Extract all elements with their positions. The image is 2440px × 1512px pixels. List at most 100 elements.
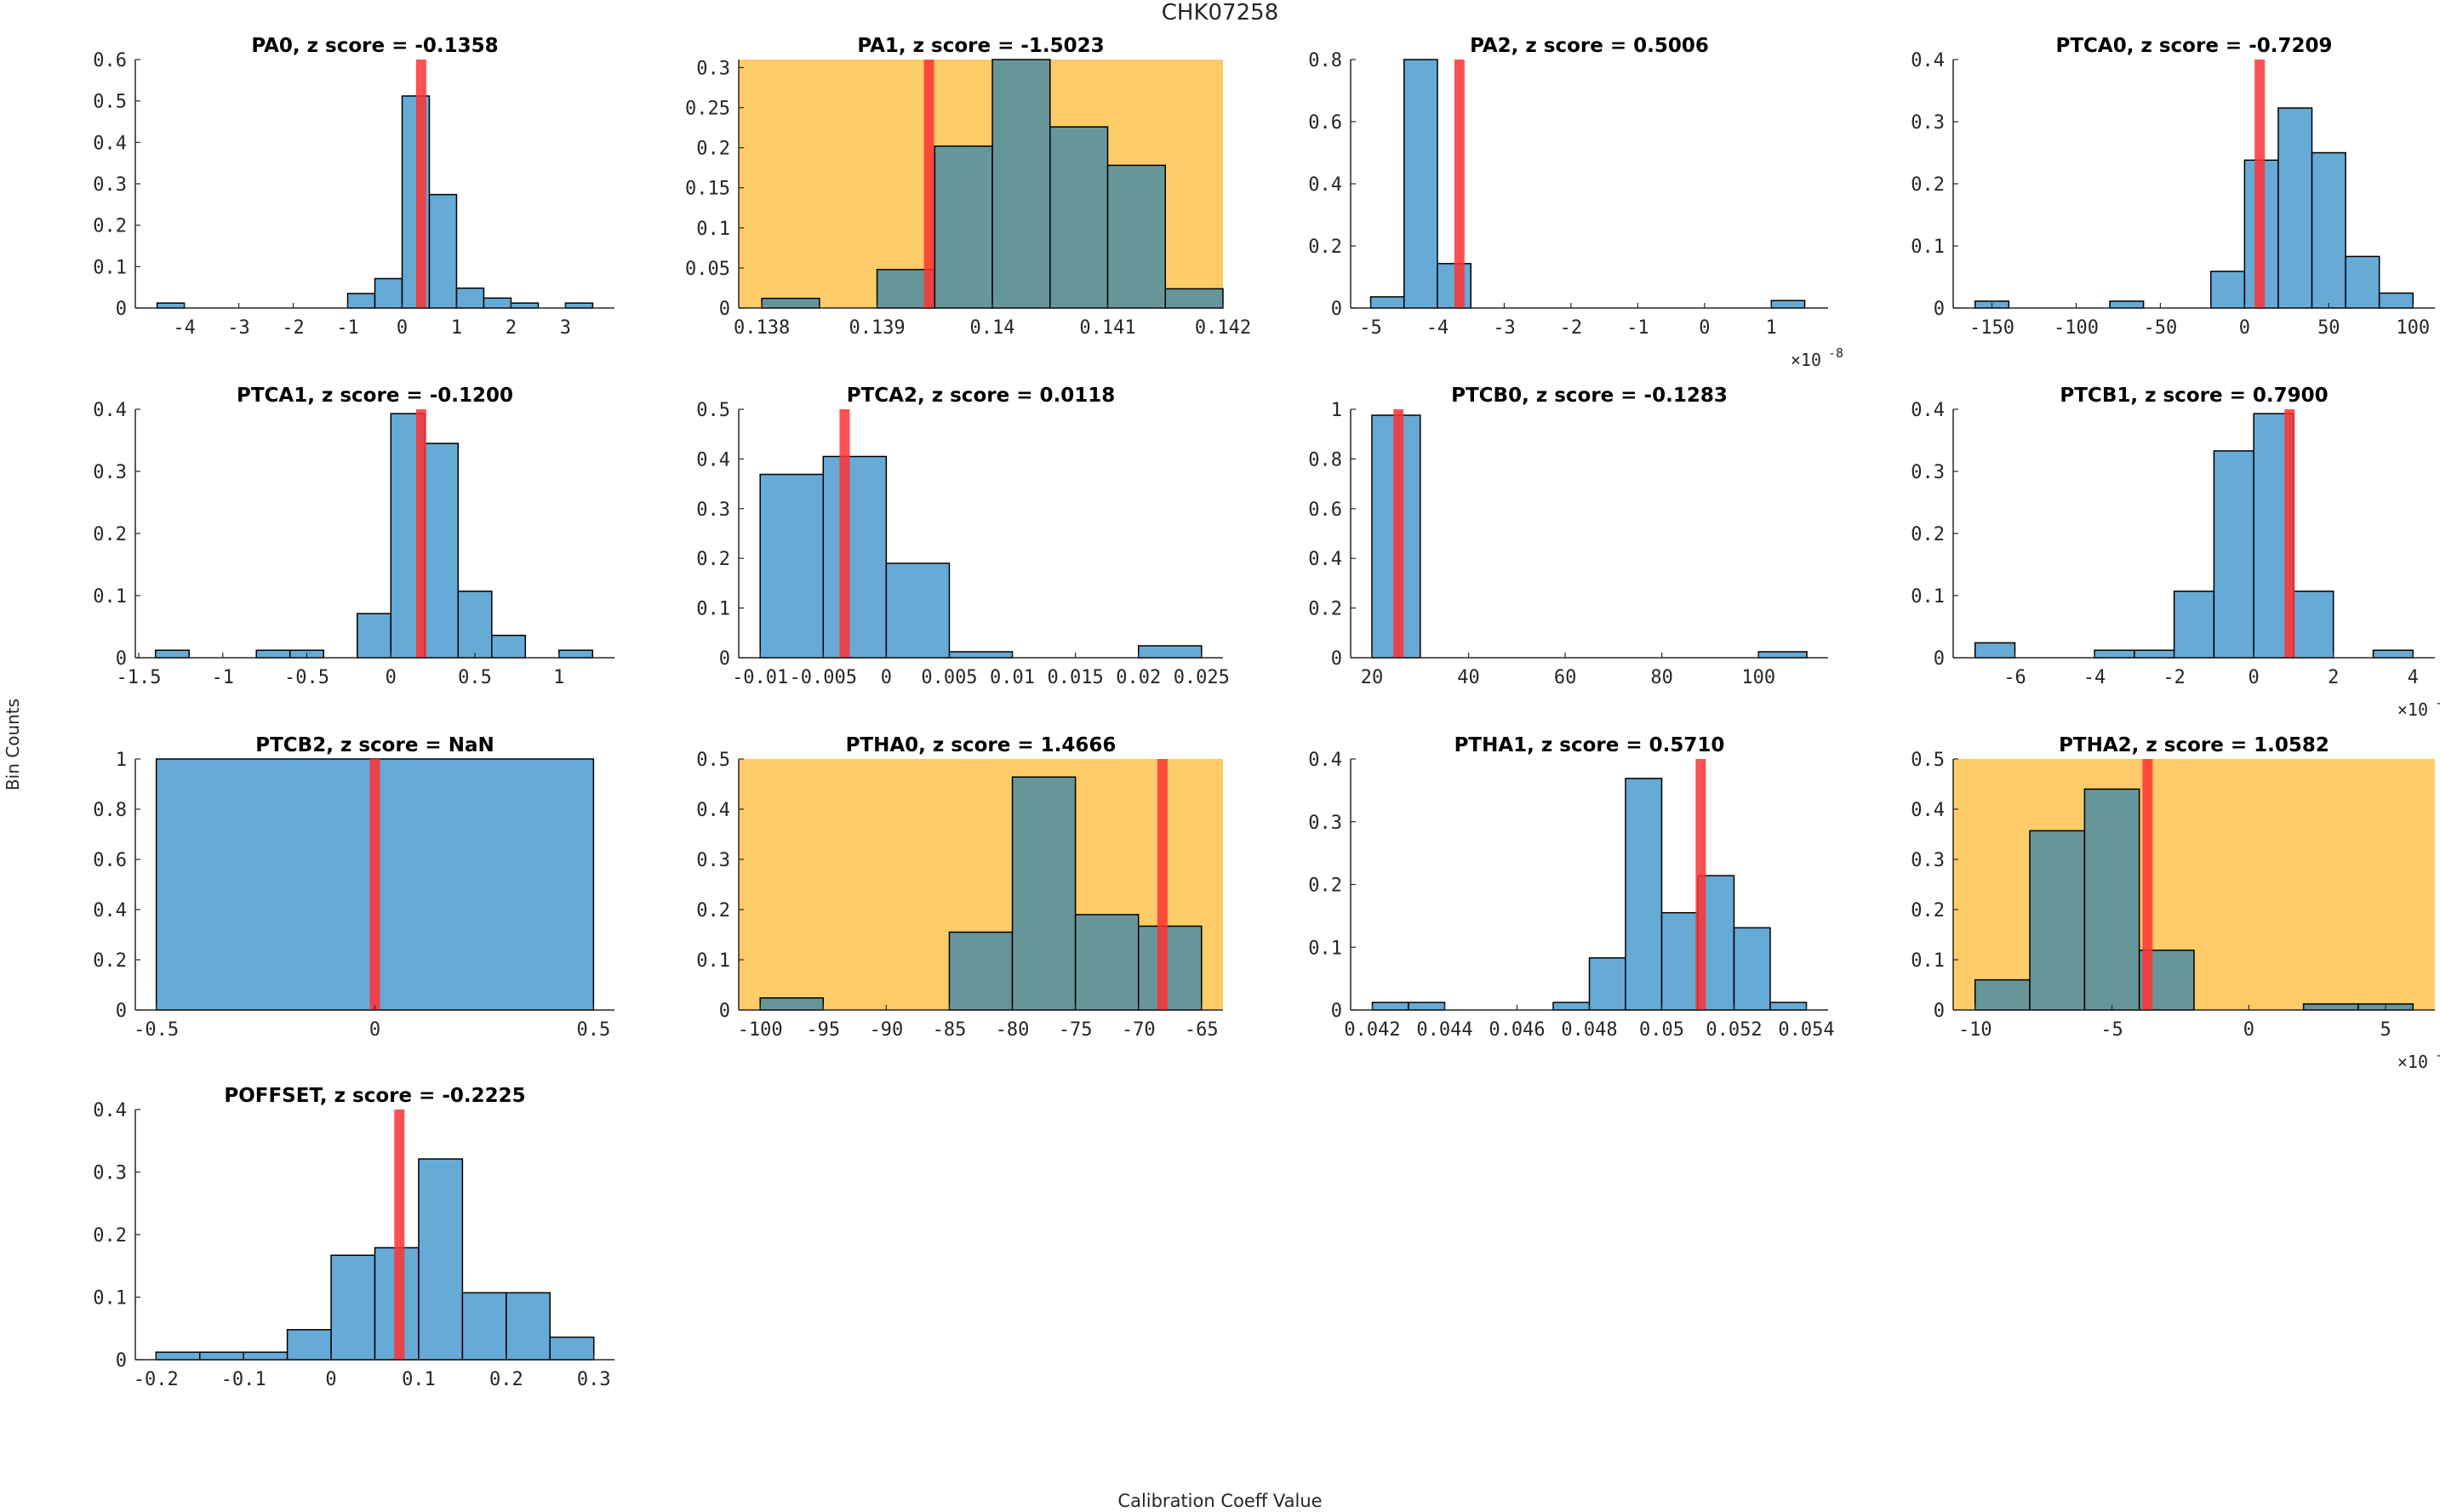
x-axis-label: Calibration Coeff Value [1117, 1491, 1323, 1511]
y-tick-label: 0.1 [696, 599, 730, 620]
x-tick-label: -1.5 [116, 667, 161, 688]
value-marker-line [1393, 409, 1404, 658]
subplot-pa0: 0 0.1 0.2 0.3 0.4 0.5 0.6 -4 -3 -2 -1 0 1 2 3 PA0, z sc… [93, 35, 614, 339]
subplot-title: PTHA2, z score = 1.0582 [2059, 734, 2329, 756]
x-tick-label: -0.2 [134, 1369, 179, 1390]
histogram-bar [948, 651, 1014, 659]
x-tick-label: 0.054 [1778, 1019, 1834, 1041]
histogram-bar [491, 634, 527, 659]
y-tick-label: 0.8 [93, 800, 127, 821]
y-tick-label: 0.1 [696, 219, 730, 240]
x-tick-label: 0.2 [489, 1369, 523, 1390]
x-tick-label: 0 [397, 317, 408, 339]
x-tick-label: 2 [506, 317, 517, 339]
x-tick-label: 0.015 [1048, 667, 1104, 688]
x-tick-label: -0.01 [732, 667, 788, 688]
x-tick-label: 80 [1650, 667, 1673, 688]
value-marker-line [2254, 60, 2266, 308]
y-tick-label: 0 [116, 1001, 127, 1022]
y-tick-label: 0.4 [1911, 800, 1945, 821]
y-tick-label: 0.4 [696, 800, 730, 821]
y-tick-label: 0.4 [1308, 549, 1342, 570]
x-tick-label: 5 [2380, 1019, 2391, 1041]
value-marker-line [2142, 759, 2153, 1010]
x-tick-label: 0 [386, 667, 397, 688]
y-tick-label: 0.5 [696, 750, 730, 771]
value-marker-line [369, 759, 380, 1010]
x-tick-label: -0.5 [284, 667, 329, 688]
histogram-bar [374, 277, 403, 309]
histogram-bar [155, 1351, 201, 1361]
y-tick-label: 0.6 [93, 850, 127, 871]
x-tick-label: -95 [806, 1019, 840, 1041]
y-tick-label: 0.1 [1911, 586, 1945, 608]
x-tick-label: -150 [1969, 317, 2014, 339]
histogram-bar [2083, 788, 2140, 1011]
y-tick-label: 0.1 [93, 257, 127, 278]
histogram-bar [2293, 591, 2334, 659]
y-tick-label: 0.4 [1911, 400, 1945, 421]
x-tick-label: 0 [369, 1019, 380, 1041]
y-tick-label: 0.4 [1308, 750, 1342, 771]
histogram-bar [2378, 292, 2414, 309]
y-tick-label: 0.4 [93, 900, 127, 921]
y-tick-label: 0.3 [93, 174, 127, 196]
histogram-bar [991, 59, 1051, 309]
histogram-bar [286, 1328, 332, 1361]
y-tick-label: 0.1 [696, 950, 730, 972]
histogram-bar [885, 562, 951, 659]
x-tick-label: 0.044 [1416, 1019, 1472, 1041]
x-tick-label: -0.1 [221, 1369, 266, 1390]
x-tick-label: -65 [1185, 1019, 1219, 1041]
x-axis-exponent: ×10 [1791, 350, 1821, 370]
histogram-bar [457, 591, 493, 659]
histogram-bar [330, 1254, 376, 1361]
y-tick-label: 0.2 [696, 549, 730, 570]
histogram-bar [761, 297, 820, 309]
y-tick-label: 0.1 [93, 1288, 127, 1309]
y-tick-label: 0.2 [1911, 174, 1945, 196]
subplot-ptcb1: 0 0.1 0.2 0.3 0.4 -6 -4 -2 0 2 4 ×10 -3 PTCB1, z scor… [1911, 385, 2440, 720]
y-tick-label: 0 [1331, 299, 1342, 320]
x-tick-label: 1 [1766, 317, 1777, 339]
x-tick-label: 3 [560, 317, 571, 339]
y-tick-label: 0.05 [685, 259, 730, 280]
subplot-title: PA0, z score = -0.1358 [251, 35, 498, 57]
x-tick-label: 0 [325, 1369, 336, 1390]
histogram-bar [2345, 255, 2380, 309]
histogram-bar [1164, 288, 1224, 309]
histogram-bar [346, 293, 376, 309]
subplot-pa1: 0 0.05 0.1 0.15 0.2 0.25 0.3 0.138 0.139 0.14 0.14… [685, 35, 1251, 339]
x-tick-label: -50 [2144, 317, 2178, 339]
y-tick-label: 0.2 [696, 139, 730, 160]
histogram-bar [1137, 645, 1203, 659]
y-tick-label: 0.6 [1308, 112, 1342, 134]
x-tick-label: 0.14 [970, 317, 1015, 339]
value-marker-line [415, 409, 426, 658]
subplot-title: PTCA0, z score = -0.7209 [2055, 35, 2332, 57]
x-tick-label: 0 [2243, 1019, 2254, 1041]
y-tick-label: 0.3 [93, 462, 127, 483]
subplot-title: PTHA1, z score = 0.5710 [1454, 734, 1725, 756]
value-marker-line [839, 409, 850, 658]
x-tick-label: -80 [996, 1019, 1030, 1041]
histogram-bar [1369, 296, 1405, 309]
histogram-bar [156, 302, 186, 309]
histogram-bar [2094, 649, 2135, 659]
y-tick-label: 0 [719, 1001, 730, 1022]
x-axis-exponent-power: -8 [1828, 345, 1843, 361]
x-axis-exponent: ×10 [2397, 699, 2428, 720]
y-tick-label: 0.2 [93, 524, 127, 545]
y-tick-label: 0.2 [93, 216, 127, 237]
x-tick-label: 0.142 [1195, 317, 1251, 339]
histogram-bar [2302, 1003, 2359, 1011]
subplot-ptha1: 0 0.1 0.2 0.3 0.4 0.042 0.044 0.046 0.048 0.05 0.0… [1308, 734, 1834, 1041]
x-tick-label: -2 [282, 317, 305, 339]
histogram-bar [759, 997, 825, 1011]
y-tick-label: 0.6 [93, 50, 127, 71]
x-tick-label: -2 [1560, 317, 1583, 339]
histogram-bar [948, 931, 1014, 1011]
histogram-bar [2372, 649, 2414, 659]
y-tick-label: 0.8 [1308, 449, 1342, 471]
x-tick-label: -0.5 [134, 1019, 179, 1041]
